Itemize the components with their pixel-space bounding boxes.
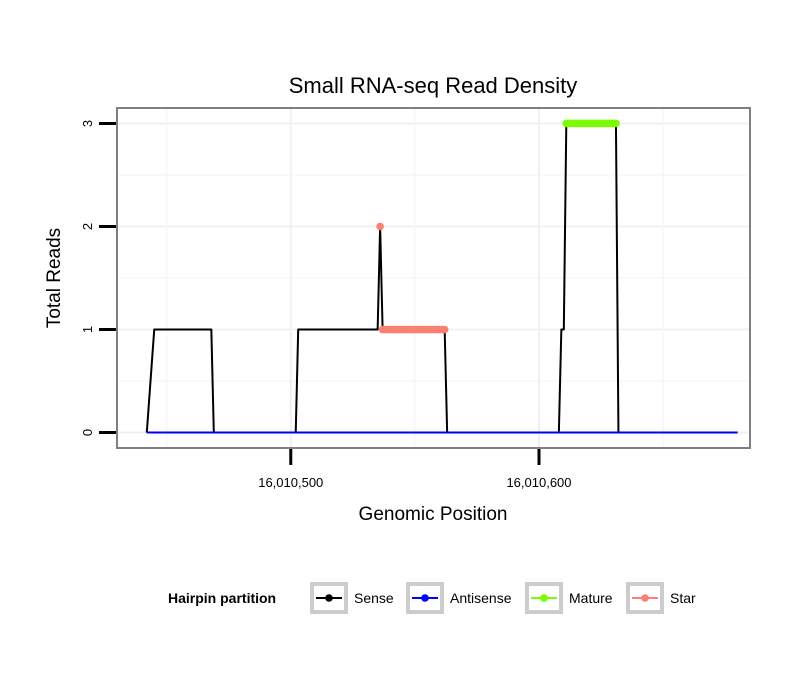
x-axis-label: Genomic Position bbox=[359, 504, 508, 525]
legend-title: Hairpin partition bbox=[168, 590, 276, 606]
legend-label: Sense bbox=[354, 590, 394, 606]
series-mature-points bbox=[562, 119, 620, 128]
chart-title: Small RNA-seq Read Density bbox=[289, 73, 578, 98]
series-star-point bbox=[440, 325, 449, 334]
y-tick-label: 2 bbox=[80, 223, 95, 230]
y-axis-label: Total Reads bbox=[44, 228, 65, 328]
legend-item-mature: Mature bbox=[525, 582, 613, 614]
legend-item-star: Star bbox=[626, 582, 696, 614]
series-star-points bbox=[376, 222, 449, 334]
panel-border bbox=[116, 107, 751, 449]
legend: Hairpin partition Sense Antisense Mature St… bbox=[168, 582, 696, 614]
legend-label: Mature bbox=[569, 590, 613, 606]
legend-item-antisense: Antisense bbox=[406, 582, 512, 614]
legend-item-sense: Sense bbox=[310, 582, 394, 614]
y-tick-label: 1 bbox=[80, 326, 95, 333]
plot-area bbox=[116, 107, 751, 449]
series-star-point bbox=[376, 222, 384, 231]
y-tick-label: 0 bbox=[80, 429, 95, 436]
y-tick-label: 3 bbox=[80, 120, 95, 127]
legend-label: Star bbox=[670, 590, 696, 606]
series-mature-point bbox=[612, 119, 620, 128]
legend-key-point bbox=[421, 594, 429, 602]
x-tick-label: 16,010,600 bbox=[506, 475, 571, 490]
legend-key-point bbox=[540, 594, 548, 602]
legend-label: Antisense bbox=[450, 590, 512, 606]
legend-key-point bbox=[325, 594, 333, 602]
legend-key-point bbox=[641, 594, 649, 602]
x-tick-label: 16,010,500 bbox=[258, 475, 323, 490]
